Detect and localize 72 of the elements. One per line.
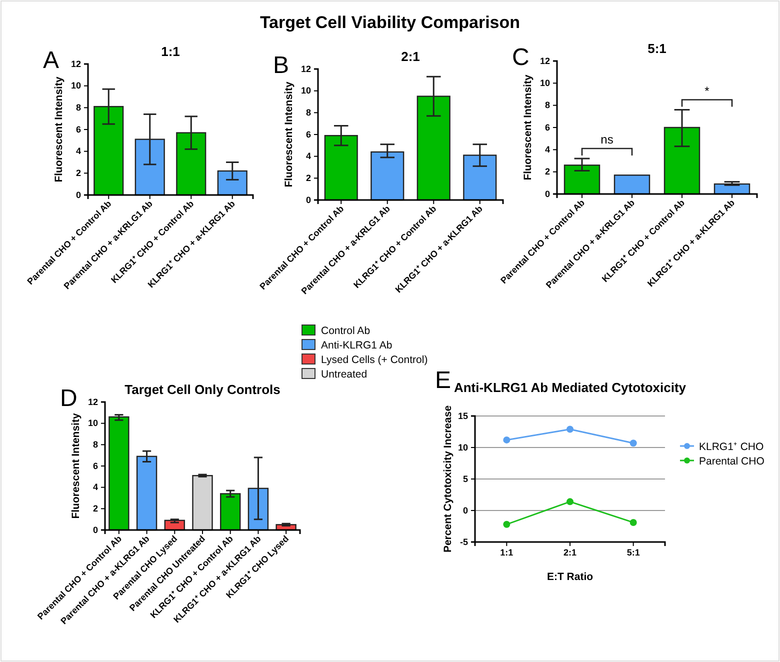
bar bbox=[614, 174, 650, 195]
legend-label: Anti-KLRG1 Ab bbox=[321, 340, 392, 352]
annotation: * bbox=[704, 84, 710, 98]
chart-title: 1:1 bbox=[161, 44, 180, 59]
legend-label: Untreated bbox=[321, 368, 368, 380]
y-tick-label: 0 bbox=[76, 190, 81, 200]
y-tick-label: 2 bbox=[544, 166, 550, 177]
y-tick-label: 6 bbox=[92, 460, 98, 471]
y-tick-label: 8 bbox=[544, 100, 550, 110]
point bbox=[630, 440, 637, 447]
bar bbox=[136, 456, 158, 531]
y-tick-label: 8 bbox=[306, 108, 311, 118]
y-axis-title: Fluorescent Intensity bbox=[283, 82, 295, 188]
chart-title: Target Cell Only Controls bbox=[124, 382, 280, 397]
y-tick-label: 2 bbox=[306, 173, 311, 184]
legend-label: Parental CHO bbox=[699, 456, 764, 468]
y-tick-label: 5 bbox=[462, 474, 468, 484]
x-axis-title: E:T Ratio bbox=[546, 571, 594, 583]
y-tick-label: 10 bbox=[300, 86, 311, 96]
y-tick-label: 0 bbox=[462, 505, 468, 516]
x-tick-label: 5:1 bbox=[626, 547, 640, 558]
text: D bbox=[60, 385, 78, 412]
y-tick-label: 15 bbox=[458, 410, 468, 421]
text: A bbox=[43, 47, 60, 74]
y-tick-label: 8 bbox=[92, 440, 98, 450]
text: C bbox=[512, 44, 530, 71]
bar bbox=[192, 475, 213, 531]
y-tick-label: 0 bbox=[544, 188, 550, 199]
y-tick-label: 10 bbox=[88, 418, 98, 428]
x-tick-label: 2:1 bbox=[563, 547, 577, 558]
y-tick-label: 6 bbox=[76, 124, 81, 134]
y-tick-label: 4 bbox=[76, 146, 81, 156]
bar bbox=[108, 416, 130, 531]
y-tick-label: 10 bbox=[70, 80, 81, 91]
chart-title: Anti-KLRG1 Ab Mediated Cytotoxicity bbox=[454, 380, 687, 395]
y-tick-label: 2 bbox=[76, 168, 81, 178]
text: E bbox=[435, 367, 452, 394]
bar bbox=[220, 493, 241, 531]
y-tick-label: 12 bbox=[70, 58, 81, 69]
y-tick-label: 10 bbox=[540, 78, 550, 88]
y-tick-label: 4 bbox=[92, 482, 98, 492]
legend-label: Control Ab bbox=[321, 325, 370, 337]
y-tick-label: 8 bbox=[76, 102, 81, 113]
y-tick-label: 4 bbox=[544, 144, 550, 155]
point bbox=[566, 498, 574, 506]
y-tick-label: 0 bbox=[92, 524, 98, 535]
point bbox=[503, 436, 510, 444]
y-tick-label: 12 bbox=[88, 396, 98, 407]
y-tick-label: 4 bbox=[306, 151, 311, 162]
point bbox=[503, 520, 510, 528]
chart-title: 5:1 bbox=[648, 41, 666, 56]
legend-label: Lysed Cells (+ Control) bbox=[321, 354, 428, 366]
x-tick-label: 1:1 bbox=[500, 547, 514, 558]
y-tick-label: 6 bbox=[306, 129, 311, 140]
y-axis-title: Fluorescent Intensity bbox=[53, 76, 65, 182]
legend-label: KLRG1⁺ CHO bbox=[699, 441, 764, 453]
y-axis-title: Percent Cytotoxicity Increase bbox=[442, 405, 454, 553]
y-tick-label: 12 bbox=[300, 64, 311, 74]
text: B bbox=[273, 52, 290, 79]
point bbox=[630, 518, 637, 526]
annotation: ns bbox=[600, 132, 614, 147]
chart-title: 2:1 bbox=[401, 49, 420, 64]
y-tick-label: 0 bbox=[306, 194, 311, 205]
y-tick-label: -5 bbox=[460, 536, 468, 547]
y-tick-label: 2 bbox=[92, 504, 98, 514]
y-axis-title: Fluorescent Intensity bbox=[522, 74, 534, 180]
text: Target Cell Viability Comparison bbox=[260, 13, 520, 32]
y-axis-title: Fluorescent Intensity bbox=[70, 413, 82, 519]
point bbox=[566, 426, 574, 433]
y-tick-label: 6 bbox=[544, 122, 550, 132]
y-tick-label: 12 bbox=[540, 56, 550, 66]
y-tick-label: 10 bbox=[458, 442, 468, 452]
